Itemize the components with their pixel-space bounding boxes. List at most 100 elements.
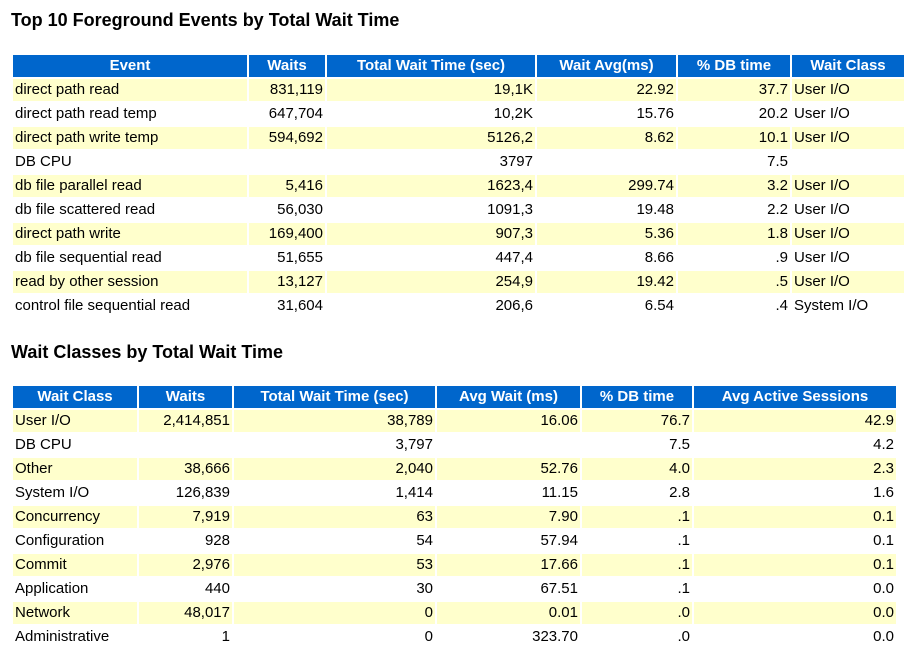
table-cell bbox=[437, 434, 580, 456]
table-row: DB CPU 3,797 7.5 4.2 bbox=[13, 434, 896, 456]
table-cell: 907,3 bbox=[327, 223, 535, 245]
table-cell: 3797 bbox=[327, 151, 535, 173]
table-cell: 4.2 bbox=[694, 434, 896, 456]
table-cell: 22.92 bbox=[537, 79, 676, 101]
table-cell: direct path write bbox=[13, 223, 247, 245]
table-cell bbox=[249, 151, 325, 173]
table-cell: direct path read bbox=[13, 79, 247, 101]
column-header: Wait Class bbox=[13, 386, 137, 408]
table-cell: .1 bbox=[582, 506, 692, 528]
table-cell: 10,2K bbox=[327, 103, 535, 125]
table-cell: 10.1 bbox=[678, 127, 790, 149]
table-cell: .5 bbox=[678, 271, 790, 293]
table-cell: 2,040 bbox=[234, 458, 435, 480]
table-cell: User I/O bbox=[792, 127, 904, 149]
table-cell: 37.7 bbox=[678, 79, 790, 101]
table-cell: Concurrency bbox=[13, 506, 137, 528]
table-cell: User I/O bbox=[792, 103, 904, 125]
table-cell: Administrative bbox=[13, 626, 137, 648]
table-cell: Application bbox=[13, 578, 137, 600]
table-cell: 169,400 bbox=[249, 223, 325, 245]
table-cell: 0.1 bbox=[694, 554, 896, 576]
table-cell: 19.42 bbox=[537, 271, 676, 293]
table-cell: 0 bbox=[234, 602, 435, 624]
wait-classes-title: Wait Classes by Total Wait Time bbox=[11, 342, 284, 362]
table-cell: read by other session bbox=[13, 271, 247, 293]
table-cell: Network bbox=[13, 602, 137, 624]
table-cell bbox=[139, 434, 232, 456]
table-cell: 5,416 bbox=[249, 175, 325, 197]
column-header: Avg Wait (ms) bbox=[437, 386, 580, 408]
table-cell: 254,9 bbox=[327, 271, 535, 293]
table-cell: 76.7 bbox=[582, 410, 692, 432]
table-cell: 6.54 bbox=[537, 295, 676, 317]
table-cell: 1.6 bbox=[694, 482, 896, 504]
table-cell: 0.0 bbox=[694, 626, 896, 648]
table-cell: 42.9 bbox=[694, 410, 896, 432]
wait-classes-header: Wait Class Waits Total Wait Time (sec) Avg … bbox=[13, 386, 896, 408]
table-cell: 0.1 bbox=[694, 506, 896, 528]
table-row: direct path read 831,119 19,1K 22.92 37.7 Use… bbox=[13, 79, 904, 101]
table-cell: User I/O bbox=[792, 79, 904, 101]
table-row: Configuration 928 54 57.94.1 0.1 bbox=[13, 530, 896, 552]
table-cell: 38,789 bbox=[234, 410, 435, 432]
table-cell: direct path write temp bbox=[13, 127, 247, 149]
top-events-table: Event Waits Total Wait Time (sec) Wait Avg(… bbox=[11, 53, 906, 319]
table-cell: 594,692 bbox=[249, 127, 325, 149]
table-cell: .9 bbox=[678, 247, 790, 269]
top-events-title: Top 10 Foreground Events by Total Wait T… bbox=[11, 10, 400, 30]
table-row: db file parallel read 5,416 1623,4 299.74 3.… bbox=[13, 175, 904, 197]
table-row: Other 38,666 2,040 52.76 4.0 2.3 bbox=[13, 458, 896, 480]
table-cell: 7.5 bbox=[582, 434, 692, 456]
column-header: Event bbox=[13, 55, 247, 77]
table-cell: .1 bbox=[582, 578, 692, 600]
table-row: db file sequential read 51,655 447,4 8.66.9… bbox=[13, 247, 904, 269]
table-cell: .0 bbox=[582, 626, 692, 648]
table-cell: 1 bbox=[139, 626, 232, 648]
table-cell: 647,704 bbox=[249, 103, 325, 125]
column-header: Wait Class bbox=[792, 55, 904, 77]
table-cell: 0.0 bbox=[694, 578, 896, 600]
table-cell bbox=[537, 151, 676, 173]
table-cell: 0.01 bbox=[437, 602, 580, 624]
table-cell: 2.3 bbox=[694, 458, 896, 480]
wait-classes-table: Wait Class Waits Total Wait Time (sec) Avg … bbox=[11, 384, 898, 650]
table-cell: 63 bbox=[234, 506, 435, 528]
table-row: Network 48,017 0 0.01.0 0.0 bbox=[13, 602, 896, 624]
table-cell: db file parallel read bbox=[13, 175, 247, 197]
table-cell: 2.8 bbox=[582, 482, 692, 504]
table-cell: 440 bbox=[139, 578, 232, 600]
table-cell: 53 bbox=[234, 554, 435, 576]
table-cell: 1623,4 bbox=[327, 175, 535, 197]
column-header: Waits bbox=[139, 386, 232, 408]
table-cell: System I/O bbox=[13, 482, 137, 504]
table-cell: direct path read temp bbox=[13, 103, 247, 125]
table-cell: System I/O bbox=[792, 295, 904, 317]
table-cell: User I/O bbox=[792, 175, 904, 197]
table-cell: 299.74 bbox=[537, 175, 676, 197]
table-cell: 13,127 bbox=[249, 271, 325, 293]
table-cell: 31,604 bbox=[249, 295, 325, 317]
table-cell: 54 bbox=[234, 530, 435, 552]
table-row: User I/O 2,414,851 38,789 16.06 76.7 42.9 bbox=[13, 410, 896, 432]
table-cell: 5126,2 bbox=[327, 127, 535, 149]
table-cell: Commit bbox=[13, 554, 137, 576]
table-cell: 2,976 bbox=[139, 554, 232, 576]
table-cell: 19.48 bbox=[537, 199, 676, 221]
column-header: Total Wait Time (sec) bbox=[327, 55, 535, 77]
table-cell: DB CPU bbox=[13, 434, 137, 456]
table-cell: 447,4 bbox=[327, 247, 535, 269]
table-cell: 19,1K bbox=[327, 79, 535, 101]
table-cell: db file scattered read bbox=[13, 199, 247, 221]
column-header: Wait Avg(ms) bbox=[537, 55, 676, 77]
table-cell bbox=[792, 151, 904, 173]
table-row: Commit 2,976 53 17.66.1 0.1 bbox=[13, 554, 896, 576]
table-cell: 7.5 bbox=[678, 151, 790, 173]
table-cell: 15.76 bbox=[537, 103, 676, 125]
table-cell: .1 bbox=[582, 530, 692, 552]
table-row: System I/O 126,839 1,414 11.15 2.8 1.6 bbox=[13, 482, 896, 504]
table-cell: 7,919 bbox=[139, 506, 232, 528]
table-row: control file sequential read 31,604 206,6 6… bbox=[13, 295, 904, 317]
table-row: direct path write 169,400 907,3 5.36 1.8 User… bbox=[13, 223, 904, 245]
table-cell: 51,655 bbox=[249, 247, 325, 269]
